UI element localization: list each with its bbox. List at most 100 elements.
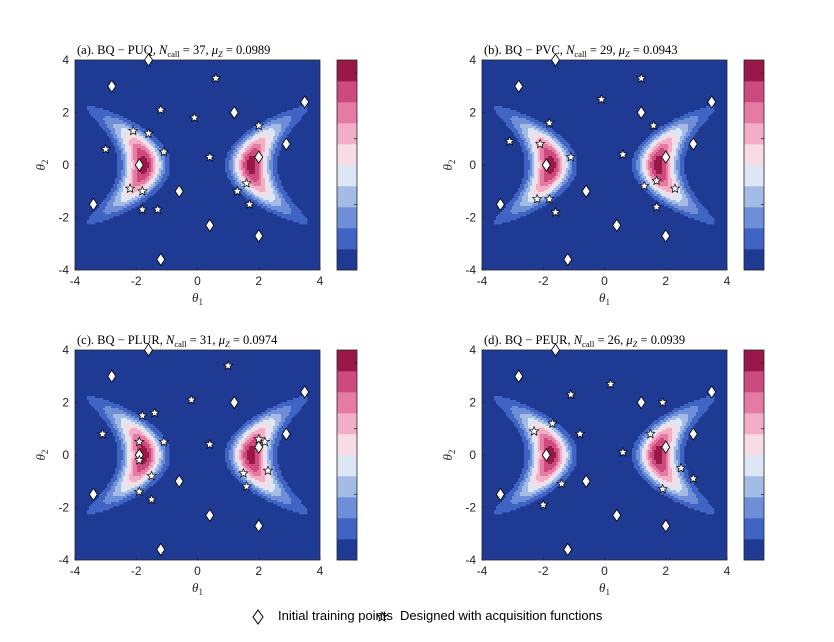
x-tick-label: 4	[317, 564, 324, 578]
designed-point-marker	[137, 185, 148, 196]
designed-point-marker	[158, 146, 170, 157]
initial-point-marker	[144, 343, 153, 357]
initial-point-marker	[661, 519, 671, 533]
x-tick-label: 0	[194, 564, 201, 578]
designed-point-marker	[259, 436, 271, 447]
designed-point-marker	[556, 478, 567, 489]
colorbar-level	[744, 123, 764, 145]
y-tick-label: 4	[62, 53, 69, 67]
contour-field	[482, 350, 727, 560]
designed-point-marker	[657, 396, 668, 407]
y-tick-label: 2	[469, 106, 476, 120]
initial-point-marker	[581, 184, 591, 198]
initial-point-marker	[156, 542, 166, 557]
designed-point-marker	[146, 470, 157, 481]
colorbar: 00.0050.010.015	[336, 59, 358, 271]
designed-point-marker	[100, 143, 111, 154]
designed-point-marker	[547, 417, 558, 428]
x-tick-label: 4	[724, 274, 731, 288]
designed-point-marker	[210, 72, 222, 83]
initial-point-marker	[205, 508, 215, 523]
y-tick-label: -4	[58, 553, 69, 567]
y-tick-label: 2	[62, 396, 69, 410]
colorbar-level	[337, 371, 357, 393]
y-tick-label: 4	[469, 343, 476, 357]
colorbar-level	[744, 165, 764, 187]
colorbar-level	[337, 476, 357, 498]
initial-point-marker	[581, 474, 591, 488]
y-tick-label: 0	[62, 158, 69, 172]
designed-point-marker	[617, 446, 629, 457]
initial-point-marker	[661, 440, 671, 454]
legend-designed-label: Designed with acquisition functions	[400, 608, 603, 623]
initial-point-marker	[563, 542, 573, 557]
y-tick-label: -2	[58, 501, 69, 515]
designed-point-marker	[238, 467, 249, 478]
y-tick-label: 0	[62, 448, 69, 462]
colorbar-level	[337, 434, 357, 456]
designed-point-marker	[675, 462, 687, 473]
initial-point-marker	[541, 158, 551, 172]
colorbar-level	[337, 249, 357, 271]
x-tick-label: -4	[477, 564, 488, 578]
colorbar-level	[744, 102, 764, 124]
colorbar-level	[337, 186, 357, 208]
designed-point-marker	[137, 204, 148, 215]
colorbar-level	[744, 392, 764, 414]
y-tick-label: 0	[469, 448, 476, 462]
colorbar-level	[744, 228, 764, 250]
colorbar-level	[337, 518, 357, 540]
legend: Initial training points Designed with ac…	[0, 602, 834, 632]
x-tick-label: 0	[194, 274, 201, 288]
initial-point-marker	[134, 158, 144, 172]
colorbar-level	[744, 350, 764, 372]
designed-point-marker	[134, 486, 145, 497]
colorbar-level	[744, 455, 764, 477]
designed-point-marker	[534, 138, 546, 149]
x-tick-label: 4	[317, 274, 324, 288]
designed-point-marker	[149, 407, 160, 418]
designed-point-marker	[636, 72, 647, 83]
designed-point-marker	[124, 183, 136, 194]
initial-point-marker	[707, 385, 717, 399]
designed-point-marker	[143, 127, 154, 138]
initial-point-marker	[636, 105, 646, 120]
y-axis-label: θ2	[33, 160, 50, 171]
plot-area: -4 -2 0 2 4 -4 -2 0 2 4 θ1 θ2 (b). BQ − PVC, Ncall =…	[440, 43, 765, 307]
x-tick-label: -2	[538, 564, 549, 578]
designed-point-marker	[648, 120, 659, 131]
x-tick-label: 0	[601, 274, 608, 288]
x-axis-label: θ1	[599, 580, 610, 597]
colorbar-level	[337, 207, 357, 229]
x-tick-label: 4	[724, 564, 731, 578]
colorbar-level	[744, 371, 764, 393]
y-tick-label: 2	[469, 396, 476, 410]
initial-point-marker	[205, 218, 215, 233]
designed-point-marker	[137, 410, 148, 421]
colorbar: 00.0050.010.015	[743, 59, 765, 271]
y-tick-label: 0	[469, 158, 476, 172]
x-axis-label: θ1	[192, 580, 203, 597]
x-tick-label: 2	[255, 564, 262, 578]
colorbar-level	[337, 413, 357, 435]
x-tick-label: 2	[662, 274, 669, 288]
initial-point-marker	[612, 508, 622, 523]
initial-point-marker	[514, 369, 524, 383]
y-tick-label: -2	[465, 211, 476, 225]
initial-point-marker	[551, 53, 560, 67]
initial-point-marker	[688, 137, 698, 151]
designed-point-marker	[222, 360, 234, 371]
y-tick-label: -2	[465, 501, 476, 515]
contour-field	[75, 350, 320, 560]
initial-point-marker	[661, 229, 671, 243]
y-tick-label: -4	[465, 263, 476, 277]
y-tick-label: -2	[58, 211, 69, 225]
legend-star-icon	[376, 610, 388, 622]
initial-point-marker	[300, 385, 310, 399]
designed-point-marker	[531, 193, 543, 204]
initial-point-marker	[612, 218, 622, 233]
colorbar-level	[337, 497, 357, 519]
x-axis-label: θ1	[599, 290, 610, 307]
initial-point-marker	[254, 229, 264, 243]
